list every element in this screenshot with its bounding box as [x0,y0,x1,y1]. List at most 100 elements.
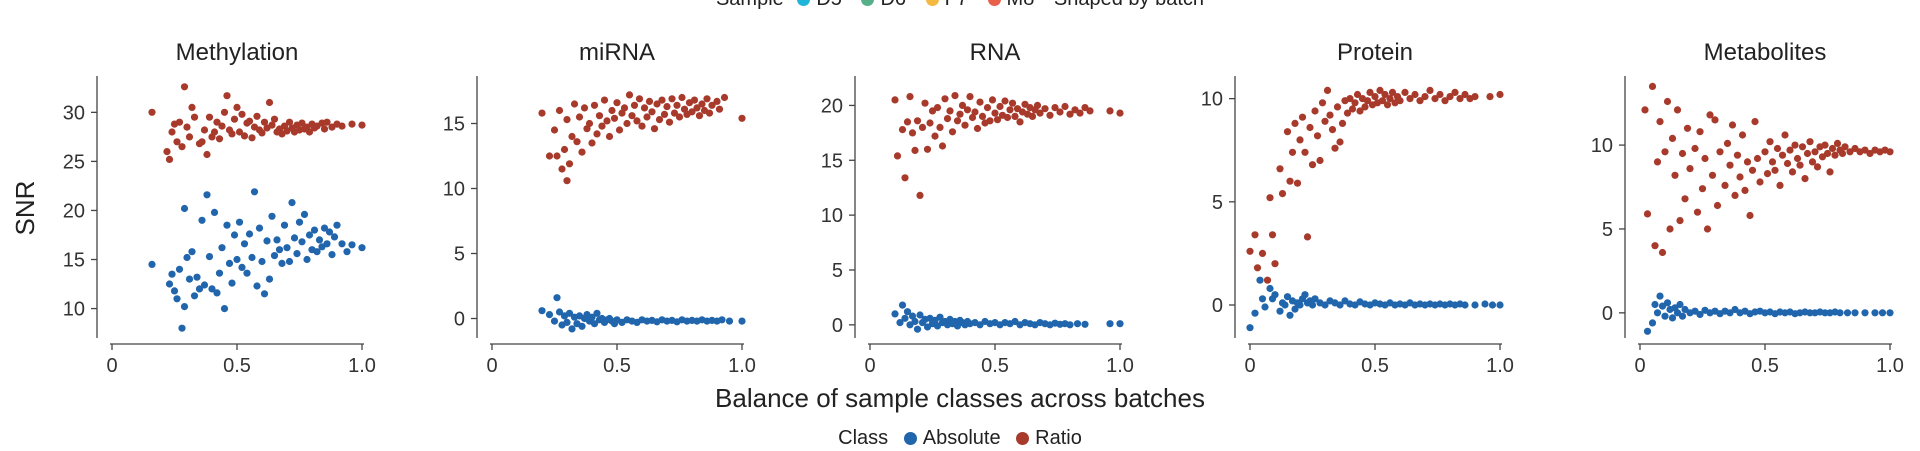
absolute-point [285,257,294,266]
ratio-point [1086,107,1094,115]
absolute-point [168,270,176,278]
series-ratio [1641,82,1894,257]
ratio-point [1046,111,1054,119]
ratio-point [235,128,244,136]
ratio-point [986,117,994,125]
x-tick-label: 1.0 [1106,355,1134,377]
ratio-point [948,128,957,136]
absolute-point [1271,291,1279,299]
y-tick-label: 20 [821,95,843,117]
absolute-point [320,224,329,232]
absolute-point [555,308,564,316]
ratio-point [1396,97,1404,105]
ratio-point [918,123,927,131]
absolute-point [148,260,156,268]
ratio-point [968,113,977,122]
ratio-point [1076,109,1084,117]
ratio-point [1356,107,1364,115]
ratio-point [1703,225,1712,233]
ratio-point [1008,99,1017,107]
ratio-point [1648,82,1657,90]
m8-swatch [987,0,1001,6]
ratio-point [600,96,609,104]
absolute-point [1073,320,1082,328]
absolute-point [333,221,341,229]
ratio-point [941,95,949,103]
ratio-point [1711,116,1719,124]
ratio-point [213,118,221,126]
absolute-point [1886,309,1894,317]
absolute-point [913,325,922,333]
ratio-point [688,108,696,116]
absolute-point [323,240,331,248]
absolute-point [190,292,199,300]
ratio-point [285,118,294,126]
ratio-point [983,104,992,112]
absolute-point [1836,309,1844,317]
ratio-point [698,100,706,108]
ratio-point [573,138,581,146]
ratio-point [921,99,929,107]
ratio-point [218,122,226,130]
ratio-point [1668,134,1677,142]
ratio-point [625,91,634,99]
absolute-point [936,313,944,321]
ratio-point [668,95,676,103]
ratio-point [946,107,954,115]
panel-title: RNA [970,39,1021,66]
ratio-point [660,110,669,118]
ratio-point [1313,132,1322,140]
ratio-point [1658,248,1667,257]
ratio-point [1316,156,1324,165]
ratio-point [1461,90,1469,99]
ratio-point [1656,118,1664,126]
absolute-point [348,241,356,249]
absolute-point [1663,299,1672,307]
ratio-point [1641,106,1649,114]
legend-item-d5: D5 [797,0,842,10]
absolute-point [225,259,234,267]
absolute-point [310,226,319,234]
ratio-point [943,115,952,123]
absolute-point [593,309,601,317]
ratio-point [1751,118,1759,126]
ratio-point [1678,149,1687,158]
ratio-point [570,100,579,108]
y-tick-label: 10 [63,299,85,321]
absolute-point [175,265,184,273]
class-legend-title: Class [838,427,889,449]
series-ratio [148,83,366,163]
absolute-point [1878,309,1887,317]
ratio-point [1808,158,1817,166]
absolute-point [328,251,336,259]
ratio-point [675,113,684,121]
y-tick-label: 10 [443,179,465,201]
ratio-point [260,118,269,126]
ratio-point [1296,136,1304,144]
ratio-point [1706,111,1714,119]
ratio-point [1431,95,1439,103]
x-tick-label: 0.5 [981,355,1009,377]
ratio-point [1746,211,1754,220]
ratio-point [563,116,571,124]
ratio-point [1388,88,1397,96]
ratio-point [911,146,919,154]
absolute-point [563,318,571,326]
absolute-point [1261,303,1269,311]
ratio-point [1323,86,1332,94]
ratio-point [555,106,564,115]
ratio-point [1401,88,1409,96]
panel-rna: RNA 0 5 10 15 20 0 0.5 1.0 [821,39,1134,377]
ratio-point [203,150,211,159]
panel-title: Methylation [176,39,299,66]
absolute-point [1678,312,1687,320]
absolute-point [1661,312,1669,320]
absolute-point [908,312,917,320]
ratio-point [1768,158,1777,166]
absolute-point [1256,276,1264,284]
ratio-point [598,122,606,130]
ratio-point [268,121,276,129]
absolute-point [343,248,351,256]
ratio-point [926,119,934,127]
